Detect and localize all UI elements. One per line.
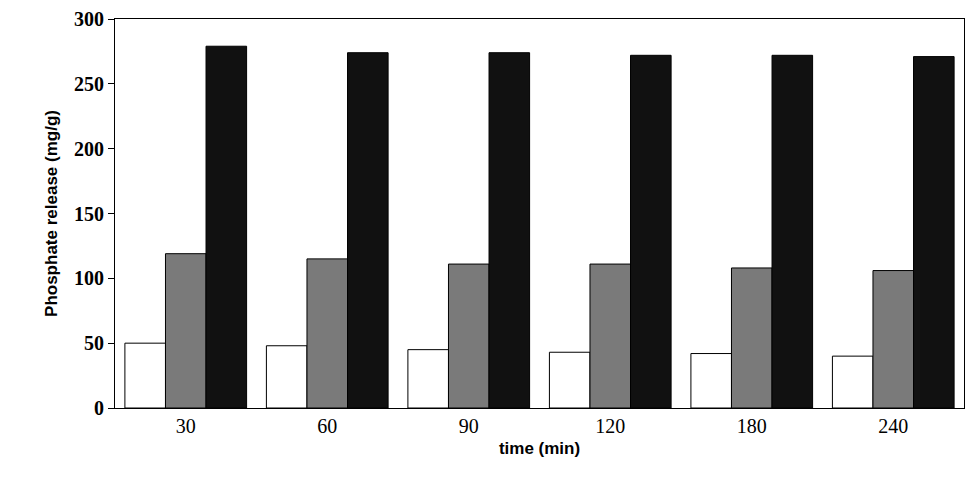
svg-text:0: 0 <box>94 397 104 419</box>
svg-text:100: 100 <box>74 267 104 289</box>
svg-text:250: 250 <box>74 73 104 95</box>
svg-text:120: 120 <box>595 415 625 437</box>
svg-text:60: 60 <box>317 415 337 437</box>
svg-text:30: 30 <box>176 415 196 437</box>
svg-text:150: 150 <box>74 203 104 225</box>
svg-text:time (min): time (min) <box>499 439 580 458</box>
svg-text:90: 90 <box>459 415 479 437</box>
svg-text:200: 200 <box>74 138 104 160</box>
svg-text:50: 50 <box>84 332 104 354</box>
svg-text:Phosphate release (mg/g): Phosphate release (mg/g) <box>42 110 61 317</box>
svg-text:300: 300 <box>74 8 104 30</box>
svg-text:240: 240 <box>878 415 908 437</box>
svg-text:180: 180 <box>737 415 767 437</box>
